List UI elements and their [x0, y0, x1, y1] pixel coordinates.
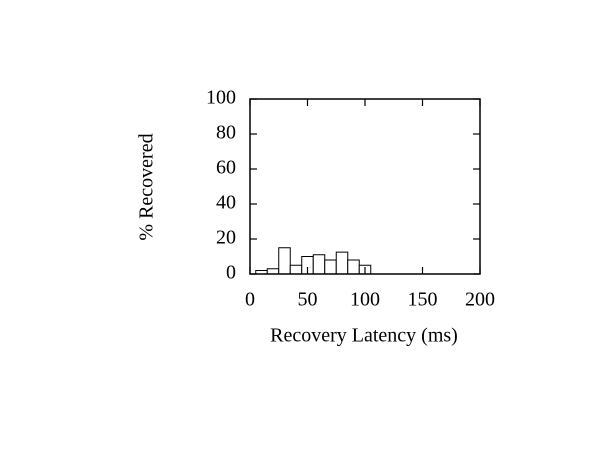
- bar: [278, 247, 291, 275]
- x-tick-label: 200: [465, 289, 495, 311]
- y-tick-label: 0: [226, 262, 236, 284]
- y-tick-label: 60: [216, 157, 236, 179]
- bar: [324, 259, 337, 275]
- x-tick-label: 150: [408, 289, 438, 311]
- bar: [289, 264, 303, 275]
- bar: [312, 254, 326, 275]
- y-axis-label: % Recovered: [136, 133, 158, 240]
- y-tick-label: 40: [216, 192, 236, 214]
- y-tick-label: 20: [216, 227, 236, 249]
- bar: [266, 268, 280, 275]
- bar: [347, 259, 360, 275]
- x-axis-label: Recovery Latency (ms): [270, 325, 458, 347]
- x-tick-label: 100: [350, 289, 380, 311]
- bar: [335, 251, 349, 275]
- y-tick-label: 80: [216, 122, 236, 144]
- x-tick-label: 50: [298, 289, 318, 311]
- x-tick-label: 0: [245, 289, 255, 311]
- y-tick-label: 100: [206, 87, 236, 109]
